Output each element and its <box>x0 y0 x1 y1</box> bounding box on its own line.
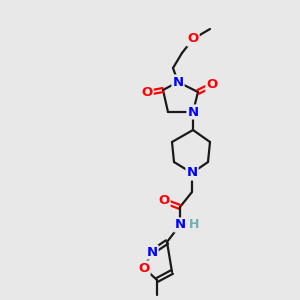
Text: N: N <box>146 245 158 259</box>
Text: O: O <box>158 194 169 208</box>
Text: N: N <box>172 76 184 88</box>
Text: O: O <box>206 79 218 92</box>
Text: N: N <box>174 218 186 232</box>
Text: O: O <box>138 262 150 275</box>
Text: O: O <box>141 86 153 100</box>
Text: H: H <box>189 218 199 232</box>
Text: N: N <box>188 106 199 118</box>
Text: N: N <box>186 167 198 179</box>
Text: O: O <box>188 32 199 46</box>
